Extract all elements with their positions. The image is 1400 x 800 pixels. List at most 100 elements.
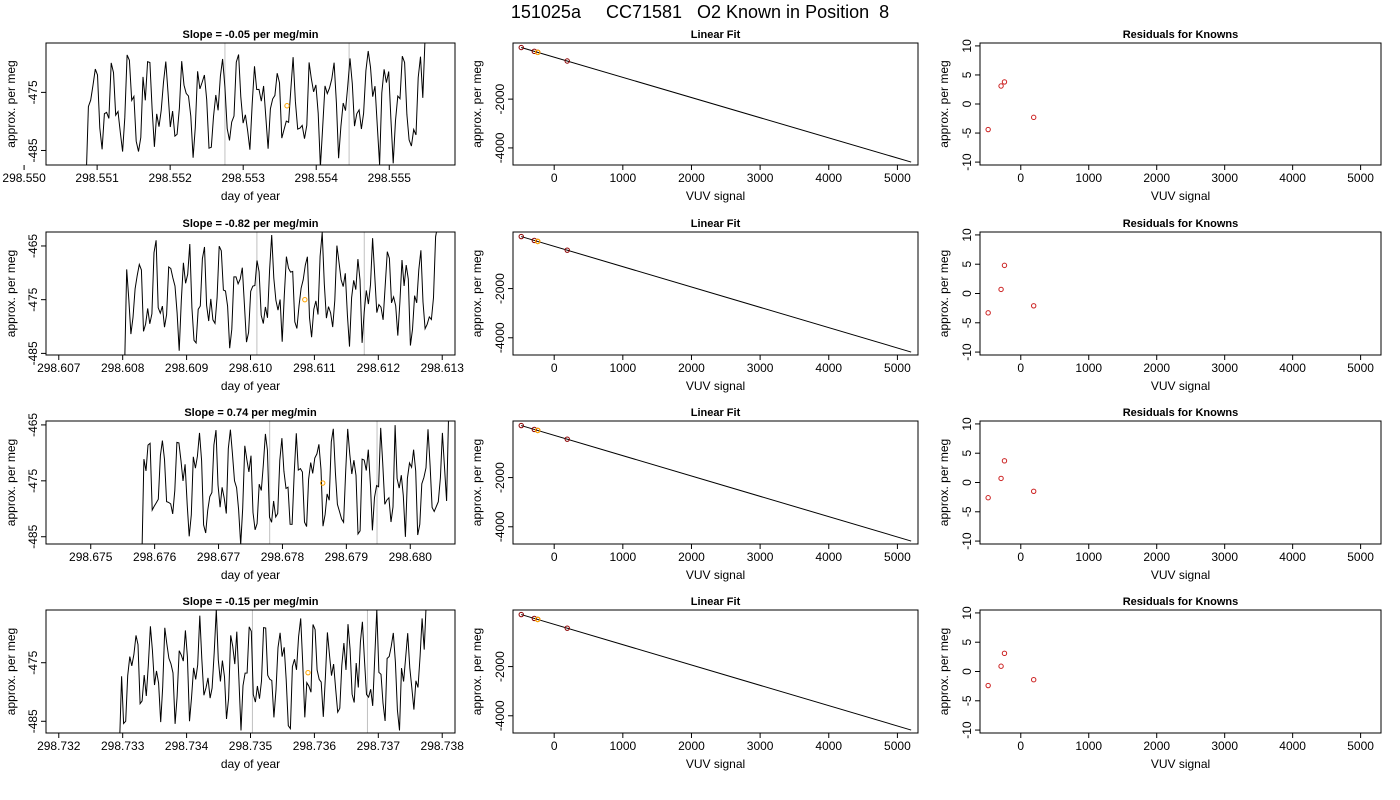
residual-point	[1030, 114, 1037, 121]
x-tick-label: 4000	[1279, 171, 1306, 185]
fit-point	[531, 48, 537, 55]
y-tick-label: -10	[960, 721, 974, 739]
fit-point	[518, 422, 524, 429]
x-tick-label: 3000	[1211, 361, 1238, 375]
residual-point	[998, 83, 1004, 89]
x-axis-label: day of year	[221, 757, 280, 771]
panel-r3-c3: Residuals for Knowns 0 1000 2000 3000 4000 500…	[937, 407, 1382, 582]
plot-area	[985, 262, 1037, 316]
residual-point	[1001, 458, 1008, 464]
plot-area	[985, 79, 1037, 133]
panel-title: Slope = -0.15 per meg/min	[182, 596, 318, 608]
y-tick-label: 0	[960, 668, 974, 675]
y-tick-label: 10	[960, 228, 974, 242]
y-tick-label: -5	[960, 317, 974, 328]
plot-area	[518, 422, 912, 542]
x-tick-label: 3000	[747, 739, 774, 753]
x-tick-label: 5000	[1347, 361, 1374, 375]
panel-r1-c2: Linear Fit 0 1000 2000 3000 4000 5000 VUV signa…	[470, 29, 919, 203]
x-tick-label: 298.679	[325, 550, 369, 564]
x-tick-label: 0	[1017, 171, 1024, 185]
y-tick-label: -485	[26, 524, 40, 548]
x-tick-label: 5000	[884, 739, 911, 753]
x-tick-label: 0	[551, 171, 558, 185]
panel-r1-c1: Slope = -0.05 per meg/min 298.550 298.551 2…	[2, 29, 456, 203]
x-tick-label: 2000	[678, 739, 705, 753]
plot-frame	[979, 231, 1382, 356]
fit-line	[521, 425, 912, 542]
panel-r4-c1: Slope = -0.15 per meg/min 298.732 298.733 2…	[4, 596, 464, 771]
x-tick-label: 2000	[678, 550, 705, 564]
plot-frame	[512, 231, 919, 356]
y-tick-label: -475	[26, 287, 40, 311]
y-tick-label: -475	[26, 468, 40, 492]
y-tick-label: 5	[960, 261, 974, 268]
known-sample-point	[305, 669, 311, 676]
fit-line	[521, 614, 912, 731]
x-axis-label: VUV signal	[686, 757, 745, 771]
plot-frame	[979, 609, 1382, 734]
y-tick-label: -10	[960, 153, 974, 171]
signal-trace	[141, 421, 449, 544]
residual-point	[1030, 303, 1037, 309]
x-axis-label: VUV signal	[1151, 189, 1210, 203]
y-tick-label: -4000	[493, 322, 507, 353]
panel-title: Linear Fit	[691, 218, 741, 230]
y-tick-label: 5	[960, 639, 974, 646]
y-axis-label: approx. per meg	[4, 439, 18, 526]
x-tick-label: 4000	[815, 550, 842, 564]
y-tick-label: -2000	[493, 462, 507, 493]
y-axis-label: approx. per meg	[937, 439, 951, 526]
x-axis-label: day of year	[221, 189, 280, 203]
known-fit-point	[534, 49, 541, 56]
fit-point	[531, 237, 537, 244]
y-tick-label: -2000	[493, 273, 507, 304]
panel-r2-c3: Residuals for Knowns 0 1000 2000 3000 4000 500…	[937, 218, 1382, 393]
panel-title: Linear Fit	[691, 29, 741, 41]
y-tick-label: -4000	[493, 511, 507, 542]
plot-area	[985, 458, 1037, 501]
x-tick-label: 298.734	[165, 739, 209, 753]
x-tick-label: 4000	[1279, 361, 1306, 375]
residual-point	[985, 682, 991, 689]
x-tick-label: 298.680	[389, 550, 433, 564]
x-tick-label: 298.609	[165, 361, 209, 375]
y-tick-label: -2000	[493, 83, 507, 114]
panel-title: Residuals for Knowns	[1123, 29, 1239, 41]
x-tick-label: 4000	[815, 361, 842, 375]
x-axis-label: VUV signal	[1151, 568, 1210, 582]
y-tick-label: -485	[26, 341, 40, 365]
residual-point	[1001, 650, 1008, 657]
plot-frame	[45, 231, 456, 356]
y-tick-label: -4000	[493, 700, 507, 731]
residual-point	[1001, 262, 1008, 269]
x-tick-label: 1000	[609, 739, 636, 753]
panel-title: Linear Fit	[691, 596, 741, 608]
y-tick-label: -465	[26, 234, 40, 258]
panel-r4-c2: Linear Fit 0 1000 2000 3000 4000 5000 VUV signa…	[470, 596, 919, 771]
fit-point	[564, 436, 570, 442]
panel-title: Slope = -0.82 per meg/min	[182, 218, 318, 230]
y-tick-label: -485	[26, 709, 40, 733]
panel-title: Slope = -0.05 per meg/min	[182, 29, 318, 41]
x-tick-label: 3000	[747, 361, 774, 375]
x-tick-label: 1000	[609, 171, 636, 185]
x-tick-label: 2000	[1143, 171, 1170, 185]
fit-line	[521, 236, 912, 353]
y-axis-label: approx. per meg	[470, 250, 484, 337]
x-tick-label: 0	[1017, 739, 1024, 753]
panel-r1-c3: Residuals for Knowns 0 1000 2000 3000 4000 500…	[937, 29, 1382, 203]
x-tick-label: 2000	[1143, 739, 1170, 753]
fit-point	[564, 247, 570, 253]
y-tick-label: 5	[960, 450, 974, 457]
plot-area	[86, 43, 426, 165]
y-tick-label: -4000	[493, 132, 507, 163]
x-tick-label: 298.554	[295, 171, 339, 185]
y-tick-label: -5	[960, 695, 974, 706]
x-tick-label: 3000	[1211, 171, 1238, 185]
fit-point	[564, 58, 570, 64]
x-tick-label: 0	[1017, 550, 1024, 564]
x-tick-label: 1000	[1075, 171, 1102, 185]
x-tick-label: 5000	[884, 361, 911, 375]
x-tick-label: 4000	[1279, 739, 1306, 753]
